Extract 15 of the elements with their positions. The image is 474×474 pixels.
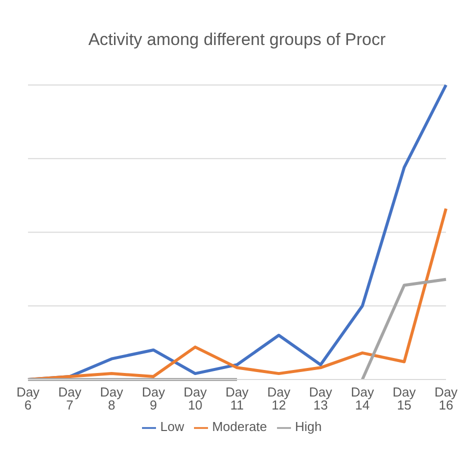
legend-label: Moderate bbox=[212, 419, 268, 434]
x-tick-label: Day 9 bbox=[142, 384, 166, 413]
x-tick-label: Day 14 bbox=[350, 384, 374, 413]
x-tick-label: Day 7 bbox=[58, 384, 82, 413]
x-tick-label: Day 13 bbox=[309, 384, 333, 413]
x-tick-label: Day 12 bbox=[267, 384, 291, 413]
legend-label: Low bbox=[160, 419, 184, 434]
x-tick-label: Day 10 bbox=[184, 384, 208, 413]
x-tick-label: Day 11 bbox=[225, 384, 250, 413]
x-tick-label: Day 15 bbox=[392, 384, 416, 413]
x-tick-label: Day 16 bbox=[434, 384, 458, 413]
x-tick-label: Day 8 bbox=[100, 384, 124, 413]
x-tick-label: Day 6 bbox=[16, 384, 40, 413]
chart-title: Activity among different groups of Procr bbox=[87, 29, 387, 51]
legend-label: High bbox=[295, 419, 322, 434]
